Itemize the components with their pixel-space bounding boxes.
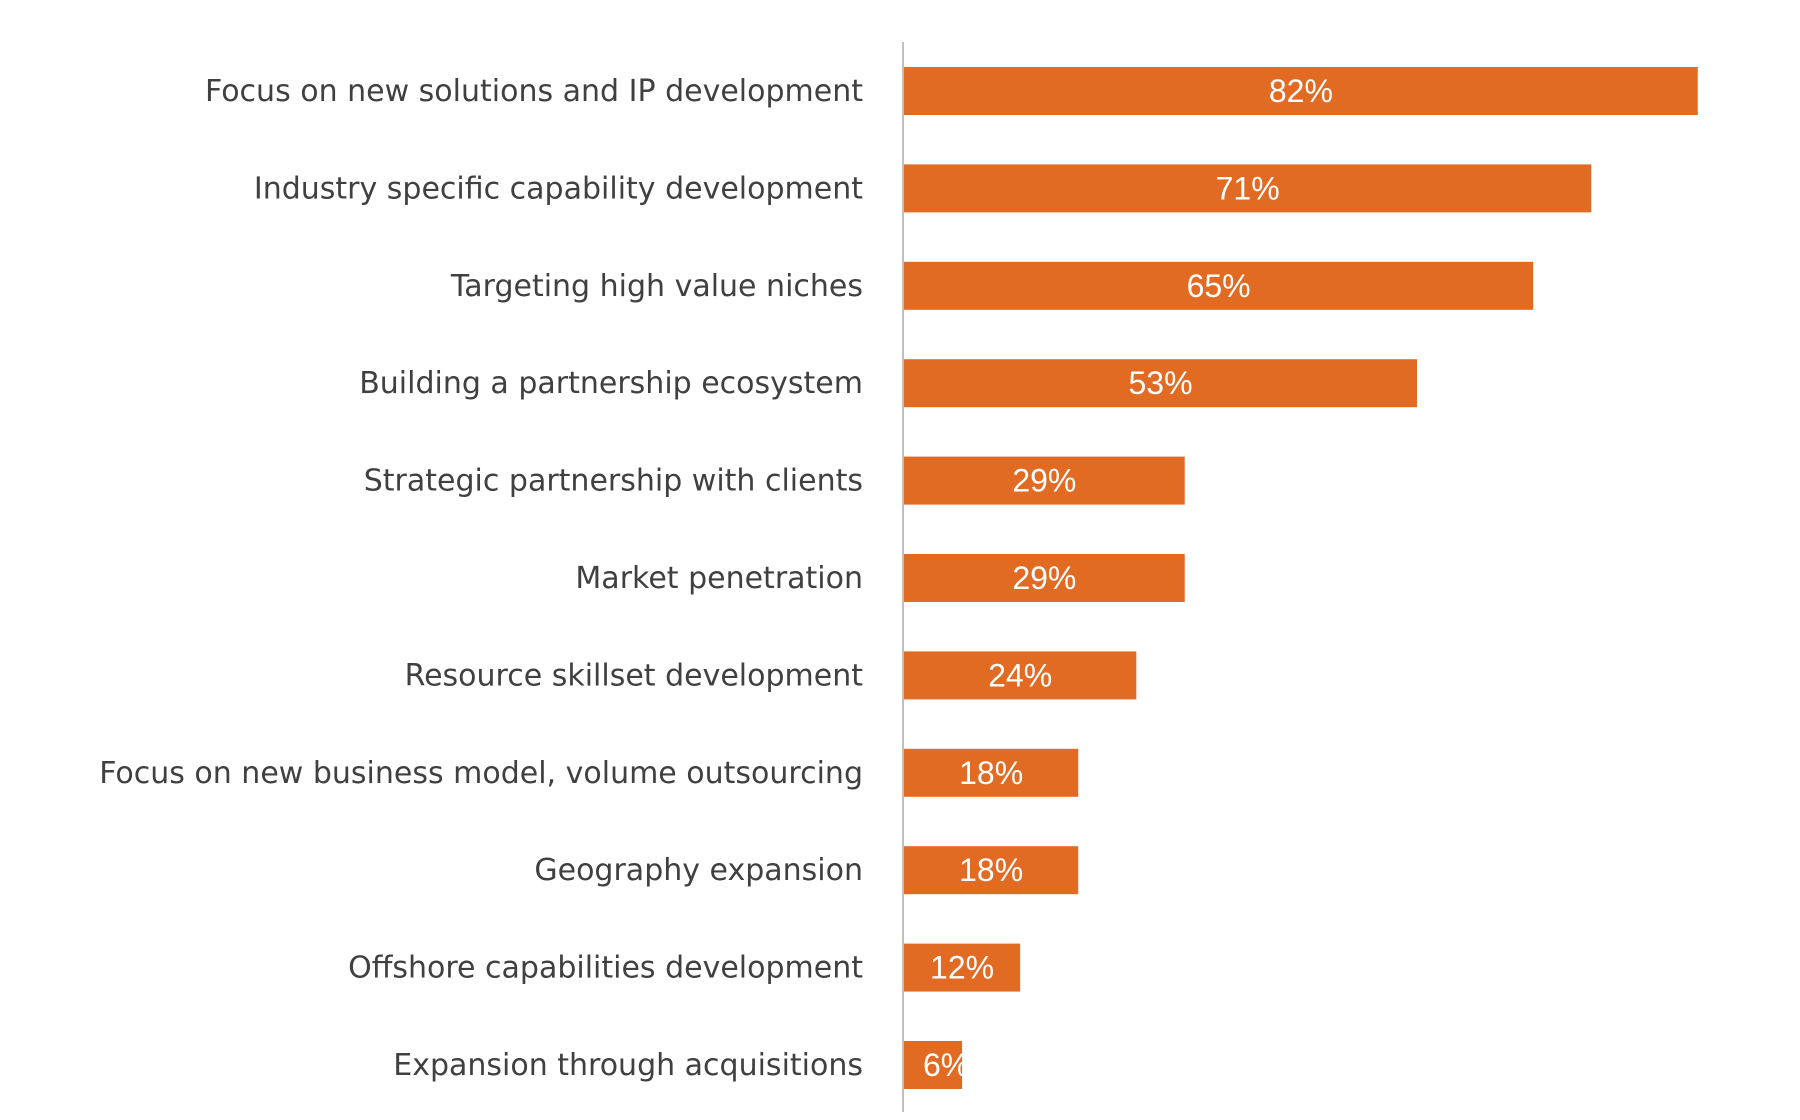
bar-10 — [904, 1041, 963, 1089]
category-label-7: Focus on new business model, volume outs… — [99, 756, 863, 791]
bar-7 — [904, 748, 1079, 797]
bar-2 — [904, 261, 1534, 310]
category-label-0: Focus on new solutions and IP developmen… — [205, 74, 863, 109]
bar-8 — [904, 846, 1079, 895]
category-label-3: Building a partnership ecosystem — [359, 366, 863, 401]
category-label-5: Market penetration — [575, 561, 863, 596]
data-label-8: 18% — [959, 852, 1023, 888]
data-label-6: 24% — [988, 657, 1052, 693]
data-label-5: 29% — [1012, 560, 1076, 596]
bar-4 — [904, 456, 1185, 505]
data-label-1: 71% — [1216, 170, 1280, 206]
category-label-8: Geography expansion — [534, 853, 863, 888]
data-label-2: 65% — [1187, 268, 1251, 304]
data-label-3: 53% — [1128, 365, 1192, 401]
data-label-7: 18% — [959, 755, 1023, 791]
bar-1 — [904, 164, 1592, 213]
bar-9 — [904, 943, 1021, 992]
category-label-2: Targeting high value niches — [450, 269, 863, 304]
category-labels-group: Focus on new solutions and IP developmen… — [99, 74, 863, 1083]
data-label-0: 82% — [1269, 73, 1333, 109]
category-label-1: Industry specific capability development — [254, 171, 863, 206]
category-label-10: Expansion through acquisitions — [393, 1048, 863, 1083]
category-label-6: Resource skillset development — [405, 658, 864, 693]
bar-0 — [904, 67, 1698, 115]
bar-5 — [904, 554, 1185, 602]
bar-6 — [904, 651, 1137, 700]
data-label-10: 6% — [923, 1047, 969, 1083]
data-label-9: 12% — [930, 950, 994, 986]
category-label-9: Offshore capabilities development — [348, 951, 863, 986]
data-label-4: 29% — [1012, 463, 1076, 499]
bars-group: 82% 71% 65% 53% 29% 29% 24% 18% 18% 12% 6% — [904, 67, 1698, 1089]
bar-3 — [904, 359, 1418, 408]
category-label-4: Strategic partnership with clients — [364, 464, 863, 499]
